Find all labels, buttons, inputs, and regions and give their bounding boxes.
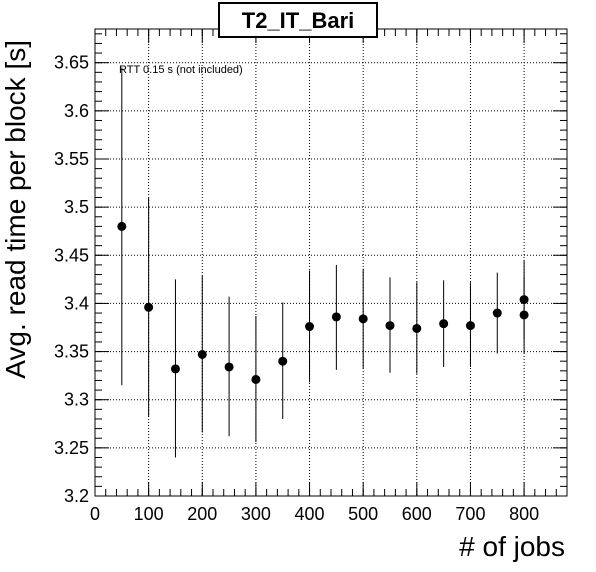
x-tick-label: 500	[348, 504, 378, 524]
x-tick-label: 300	[241, 504, 271, 524]
y-tick-label: 3.45	[54, 245, 89, 265]
data-point	[224, 362, 234, 372]
data-points	[117, 221, 529, 384]
data-point	[519, 295, 529, 305]
y-axis-label: Avg. read time per block [s]	[0, 40, 31, 379]
y-tick-label: 3.6	[64, 101, 89, 121]
x-tick-label: 400	[295, 504, 325, 524]
data-point	[117, 221, 127, 231]
y-tick-label: 3.3	[64, 390, 89, 410]
data-point	[385, 321, 395, 331]
data-point	[412, 323, 422, 333]
y-tick-label: 3.35	[54, 342, 89, 362]
x-tick-label: 700	[455, 504, 485, 524]
title-box	[218, 2, 378, 38]
y-tick-label: 3.55	[54, 149, 89, 169]
data-point	[439, 319, 449, 329]
y-tick-label: 3.5	[64, 197, 89, 217]
data-point	[305, 322, 315, 332]
x-tick-label: 600	[402, 504, 432, 524]
y-tick-label: 3.4	[64, 293, 89, 313]
data-point	[519, 310, 529, 320]
y-tick-label: 3.65	[54, 53, 89, 73]
data-point	[144, 302, 154, 312]
data-point	[170, 364, 180, 374]
axis-ticks	[94, 29, 568, 497]
chart-title: T2_IT_Bari	[242, 8, 355, 33]
y-tick-labels: 3.2 3.25 3.3 3.35 3.4 3.45 3.5 3.55 3.6 3.65	[54, 53, 89, 506]
y-tick-label: 3.2	[64, 486, 89, 506]
x-tick-label: 800	[509, 504, 539, 524]
x-tick-labels: 0 100 200 300 400 500 600 700 800	[90, 504, 539, 524]
annotation-text: RTT 0.15 s (not included)	[119, 64, 243, 76]
x-axis-label: # of jobs	[459, 531, 565, 562]
x-tick-label: 0	[90, 504, 100, 524]
data-point	[358, 314, 368, 324]
x-tick-label: 200	[187, 504, 217, 524]
data-point	[278, 356, 288, 366]
y-tick-label: 3.25	[54, 438, 89, 458]
grid-lines	[95, 29, 567, 496]
data-point	[465, 321, 475, 331]
x-tick-label: 100	[134, 504, 164, 524]
data-point	[492, 308, 502, 318]
data-point	[197, 349, 207, 359]
data-point	[331, 312, 341, 322]
error-bars	[121, 67, 525, 458]
data-point	[251, 374, 261, 384]
plot-frame	[94, 28, 568, 497]
